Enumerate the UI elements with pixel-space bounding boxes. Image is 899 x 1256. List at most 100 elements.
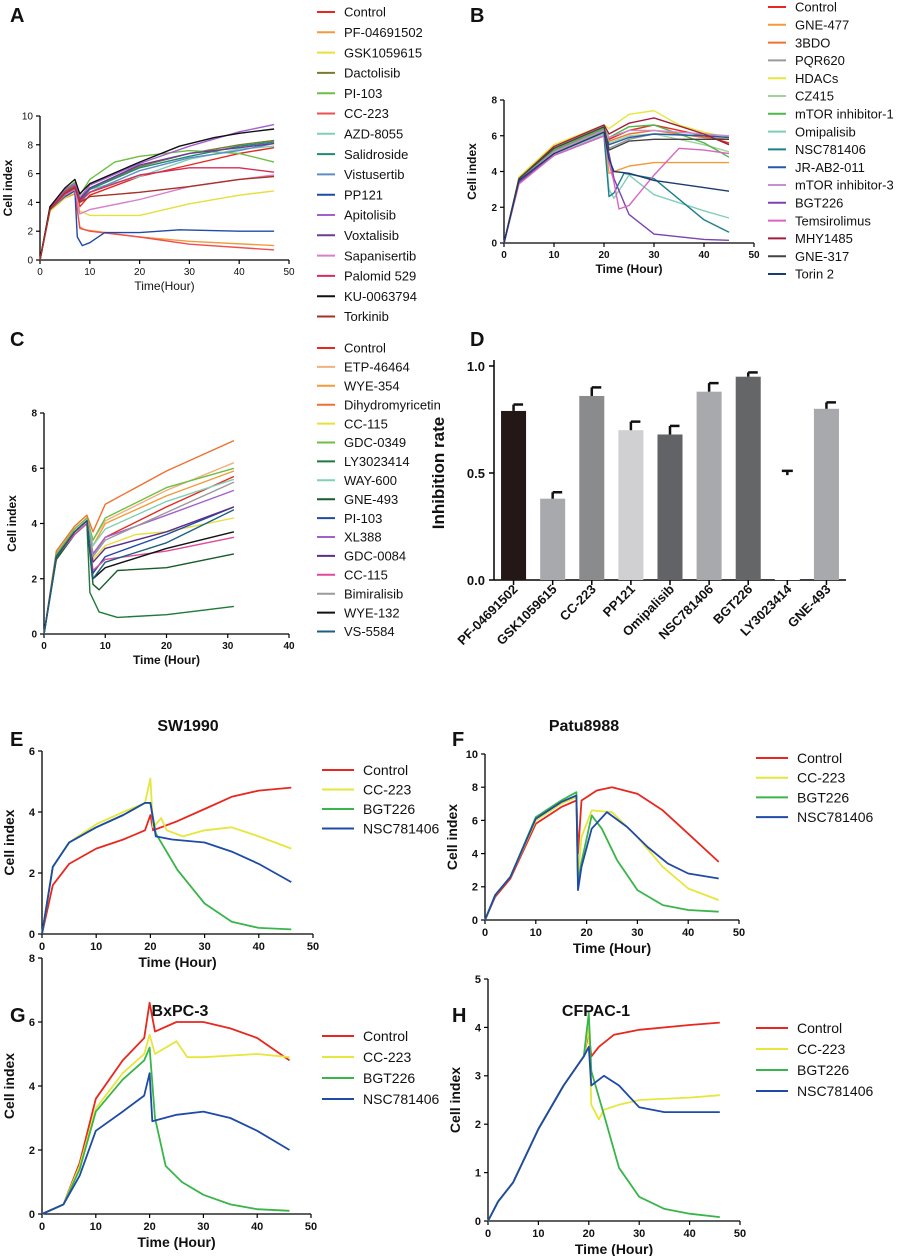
legend-entry: Control xyxy=(363,762,408,778)
x-tick-label: CC-223 xyxy=(557,582,599,624)
x-tick-label: 0 xyxy=(39,1221,45,1233)
x-tick-label: 0 xyxy=(501,250,507,261)
series-line-bgt226 xyxy=(41,802,292,935)
bar-nsc781406 xyxy=(696,391,722,580)
y-tick-label: 0 xyxy=(29,929,35,941)
legend-entry: CC-223 xyxy=(797,770,845,786)
x-tick-label: 10 xyxy=(548,250,560,261)
y-tick-label: 2 xyxy=(491,203,497,214)
legend-entry: PI-103 xyxy=(344,511,382,526)
series-line-nsc781406 xyxy=(41,802,292,935)
x-tick-label: 0 xyxy=(37,267,43,278)
y-tick-label: 2 xyxy=(29,868,35,880)
series-line-temsirolimus xyxy=(503,135,730,244)
legend-entry: CZ415 xyxy=(795,89,834,104)
legend-entry: HDACs xyxy=(795,71,839,86)
legend-entry: CC-223 xyxy=(797,1041,845,1057)
x-tick-label: 40 xyxy=(682,927,694,939)
legend-entry: PP121 xyxy=(344,187,383,202)
y-tick-label: 0 xyxy=(491,239,497,250)
x-axis-label: Time (Hour) xyxy=(595,262,662,276)
legend-entry: Apitolisib xyxy=(344,208,396,223)
legend-entry: Bimiralisib xyxy=(344,586,403,601)
series-line-bgt226 xyxy=(487,1012,720,1222)
y-tick-label: 0 xyxy=(27,256,33,267)
x-tick-label: 50 xyxy=(748,250,760,261)
x-tick-label: 0 xyxy=(485,1228,491,1240)
series-line-control xyxy=(41,786,292,935)
series-line-cc-115 xyxy=(43,522,235,635)
y-tick-label: 0 xyxy=(472,915,478,927)
legend-entry: BGT226 xyxy=(795,195,843,210)
y-tick-label: 0 xyxy=(31,630,37,641)
legend: Control ETP-46464 WYE-354 Dihydromyricetin C… xyxy=(317,341,441,639)
series-line-cc-223 xyxy=(41,777,292,935)
legend: Control CC-223 BGT226 NSC781406 xyxy=(322,762,439,837)
panel-label-h: H xyxy=(452,1005,466,1027)
series-line-pi-103 xyxy=(43,506,235,635)
x-tick-label: 50 xyxy=(305,1221,317,1233)
legend-entry: GSK1059615 xyxy=(344,45,422,60)
x-tick-label: 0 xyxy=(482,927,488,939)
x-tick-label: 0 xyxy=(41,641,47,652)
y-axis-label: Inhibition rate xyxy=(429,417,448,529)
legend-entry: BGT226 xyxy=(363,1070,415,1086)
bar-omipalisib xyxy=(657,434,683,580)
y-tick-label: 6 xyxy=(27,169,33,180)
x-tick-label: 30 xyxy=(648,250,660,261)
y-axis-label: Cell index xyxy=(1,809,17,875)
legend-entry: ETP-46464 xyxy=(344,360,410,375)
y-tick-label: 6 xyxy=(472,815,478,827)
y-tick-label: 8 xyxy=(491,96,497,107)
legend-entry: Palomid 529 xyxy=(344,269,416,284)
series-line-gne-493 xyxy=(43,522,235,635)
x-tick-label: 40 xyxy=(234,267,246,278)
legend-entry: MHY1485 xyxy=(795,231,853,246)
series-line-vs-5584 xyxy=(43,509,235,635)
x-tick-label: 40 xyxy=(283,641,295,652)
y-tick-label: 2 xyxy=(31,574,37,585)
x-tick-label: 40 xyxy=(251,1221,263,1233)
x-tick-label: 10 xyxy=(100,641,112,652)
series-line-cc-223 xyxy=(41,1033,290,1215)
y-tick-label: 8 xyxy=(472,782,478,794)
legend-entry: Dactolisib xyxy=(344,66,400,81)
legend-entry: PF-04691502 xyxy=(344,25,423,40)
panel-f: F Patu8988 0 10 20 30 40 50 0 2 4 6 8 10 Time (Hour) Ce… xyxy=(444,718,873,956)
x-tick-label: 20 xyxy=(583,1228,595,1240)
series-line-pp121 xyxy=(39,190,275,261)
x-tick-label: 30 xyxy=(184,267,196,278)
panel-label-g: G xyxy=(10,1005,26,1027)
x-axis-label: Time (Hour) xyxy=(133,653,200,667)
legend-entry: BGT226 xyxy=(797,1062,849,1078)
series-line-palomid-529 xyxy=(39,167,275,261)
x-tick-label: 20 xyxy=(143,1221,155,1233)
y-tick-label: 6 xyxy=(29,746,35,758)
y-tick-label: 4 xyxy=(29,807,36,819)
y-tick-label: 8 xyxy=(27,140,33,151)
legend-entry: BGT226 xyxy=(363,801,415,817)
legend-entry: GNE-493 xyxy=(344,492,398,507)
x-tick-label: 50 xyxy=(734,1228,746,1240)
y-tick-label: 10 xyxy=(466,749,478,761)
legend-entry: CC-115 xyxy=(344,567,388,582)
y-tick-label: 6 xyxy=(29,1017,35,1029)
y-axis-label: Cell index xyxy=(5,495,19,552)
legend-entry: WAY-600 xyxy=(344,473,397,488)
x-axis-label: Time (Hour) xyxy=(575,1241,653,1256)
legend: Control PF-04691502 GSK1059615 Dactolisib PI… xyxy=(317,5,423,324)
x-tick-label: 30 xyxy=(198,941,210,953)
legend-entry: Control xyxy=(344,5,386,20)
legend-entry: Control xyxy=(797,750,842,766)
series-line-gdc-0084 xyxy=(43,506,235,635)
y-axis-label: Cell index xyxy=(447,1067,463,1133)
y-tick-label: 10 xyxy=(22,112,34,123)
legend-entry: GDC-0349 xyxy=(344,435,406,450)
series-line-nsc781406 xyxy=(41,1072,290,1215)
y-tick-label: 0.5 xyxy=(467,466,485,481)
legend-entry: JR-AB2-011 xyxy=(795,160,865,175)
series-line-control xyxy=(41,1001,291,1215)
legend-entry: Salidroside xyxy=(344,147,408,162)
series-line-bgt226 xyxy=(41,1046,290,1215)
